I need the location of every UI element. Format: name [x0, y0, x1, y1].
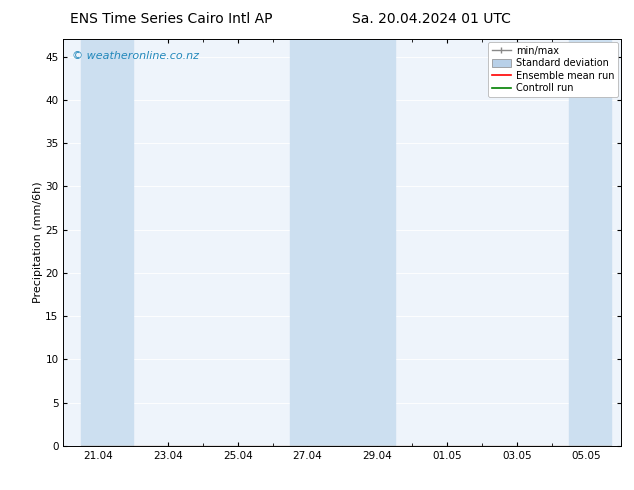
Bar	[290, 39, 394, 446]
Y-axis label: Precipitation (mm/6h): Precipitation (mm/6h)	[32, 182, 42, 303]
Text: Sa. 20.04.2024 01 UTC: Sa. 20.04.2024 01 UTC	[352, 12, 510, 26]
Bar	[81, 39, 133, 446]
Text: © weatheronline.co.nz: © weatheronline.co.nz	[72, 51, 199, 61]
Text: ENS Time Series Cairo Intl AP: ENS Time Series Cairo Intl AP	[70, 12, 273, 26]
Bar	[569, 39, 611, 446]
Legend: min/max, Standard deviation, Ensemble mean run, Controll run: min/max, Standard deviation, Ensemble me…	[488, 42, 618, 97]
